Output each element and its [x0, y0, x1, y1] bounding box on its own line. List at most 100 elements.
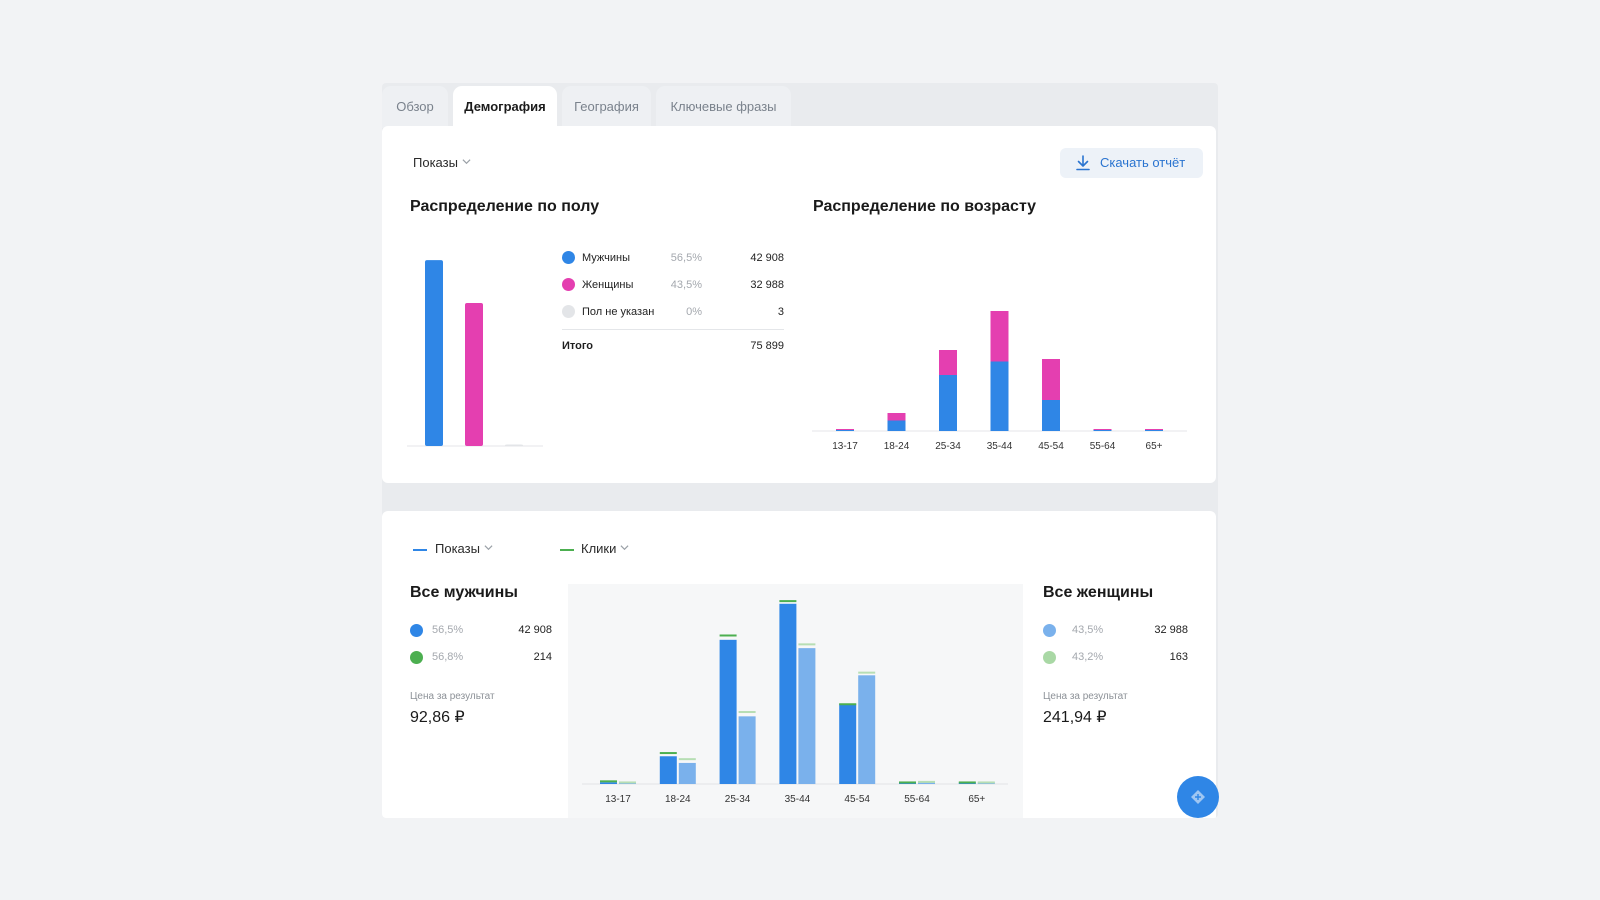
women-price: 241,94 ₽ [1043, 709, 1107, 726]
metric-select-label: Показы [413, 155, 458, 170]
clicks-select-label: Клики [581, 541, 617, 556]
chat-icon [1191, 790, 1205, 804]
legend-men-value: 42 908 [750, 252, 784, 264]
men-price: 92,86 ₽ [410, 709, 465, 726]
legend-unknown: Пол не указан 0% 3 [562, 304, 792, 320]
chevron-down-icon [620, 543, 629, 552]
age-tick-label: 55-64 [1090, 441, 1116, 452]
legend-men-label: Мужчины [582, 252, 631, 264]
gender-bar [505, 444, 523, 446]
compare-click-marker [779, 600, 797, 603]
tab-demography[interactable]: Демография [453, 86, 557, 128]
age-bar-segment [939, 375, 957, 431]
compare-tick-label: 65+ [968, 794, 985, 805]
women-color-dot [562, 278, 575, 291]
men-impressions-value: 42 908 [518, 624, 552, 636]
men-clicks-dot [410, 651, 423, 664]
women-impressions-dot [1043, 624, 1056, 637]
age-tick-label: 65+ [1146, 441, 1163, 452]
compare-tick-label: 18-24 [665, 794, 691, 805]
legend-total: Итого 75 899 [562, 338, 792, 354]
compare-click-marker [958, 781, 976, 784]
demography-card: Показы Скачать отчёт Распределение по по… [382, 126, 1216, 483]
legend-men-percent: 56,5% [670, 252, 702, 264]
compare-bar [600, 782, 617, 784]
legend-total-label: Итого [562, 340, 594, 352]
age-bar-segment [836, 430, 854, 431]
compare-click-marker [839, 703, 857, 706]
age-bar-segment [1093, 429, 1112, 430]
gender-bar [425, 260, 443, 446]
tab-overview[interactable]: Обзор [382, 86, 448, 128]
compare-click-marker [659, 752, 677, 755]
compare-click-marker [719, 634, 737, 637]
age-bar-segment [1145, 430, 1163, 431]
compare-bar [678, 762, 696, 784]
women-impressions-percent: 43,5% [1072, 624, 1104, 636]
impressions-line-icon [413, 549, 427, 551]
men-impressions-percent: 56,5% [432, 624, 464, 636]
download-icon [1076, 155, 1090, 171]
legend-women-percent: 43,5% [670, 279, 702, 291]
gender-compare-card: Показы Клики Все мужчины 56,5% 42 908 56… [382, 511, 1216, 818]
compare-click-marker [977, 781, 995, 784]
age-bar-segment [990, 361, 1009, 431]
compare-click-marker [619, 781, 636, 784]
clicks-line-icon [560, 549, 574, 551]
gender-bar [465, 303, 483, 446]
women-clicks-dot [1043, 651, 1056, 664]
tab-key-phrases[interactable]: Ключевые фразы [656, 86, 791, 128]
age-bar-segment [990, 311, 1009, 362]
compare-tick-label: 35-44 [785, 794, 811, 805]
compare-click-marker [899, 781, 916, 784]
compare-bar [738, 716, 756, 784]
age-bar-segment [836, 429, 854, 430]
metric-select[interactable]: Показы [413, 155, 471, 170]
stats-panel: Обзор Демография География Ключевые фраз… [382, 83, 1218, 818]
men-color-dot [562, 251, 575, 264]
compare-tick-label: 13-17 [605, 794, 631, 805]
legend-men: Мужчины 56,5% 42 908 [562, 250, 792, 266]
compare-tick-label: 55-64 [904, 794, 930, 805]
compare-bar [719, 639, 737, 784]
clicks-select[interactable]: Клики [560, 541, 629, 556]
legend-unknown-percent: 0% [686, 306, 702, 318]
compare-tick-label: 25-34 [725, 794, 751, 805]
age-title: Распределение по возрасту [813, 198, 1037, 215]
men-title: Все мужчины [410, 584, 518, 601]
age-tick-label: 45-54 [1038, 441, 1064, 452]
age-bar-segment [1042, 400, 1060, 431]
chevron-down-icon [462, 157, 471, 166]
age-bar-segment [1042, 359, 1060, 400]
age-chart: 13-17 18-24 25-34 35-44 45-54 55-64 65+ [812, 311, 1187, 452]
women-impressions-value: 32 988 [1154, 624, 1188, 636]
men-price-label: Цена за результат [410, 691, 495, 702]
impressions-select-label: Показы [435, 541, 480, 556]
impressions-select[interactable]: Показы [413, 541, 493, 556]
compare-bar [858, 675, 876, 784]
compare-click-marker [738, 711, 756, 714]
women-price-label: Цена за результат [1043, 691, 1128, 702]
men-clicks-percent: 56,8% [432, 651, 464, 663]
tab-geography[interactable]: География [562, 86, 651, 128]
legend-women-label: Женщины [582, 279, 634, 291]
age-tick-label: 35-44 [987, 441, 1013, 452]
chat-button[interactable] [1177, 776, 1219, 818]
compare-chart: 13-17 18-24 25-34 35-44 45-54 55-64 65+ [582, 600, 1008, 805]
chevron-down-icon [484, 543, 493, 552]
age-bar-segment [887, 413, 906, 421]
unknown-color-dot [562, 305, 575, 318]
age-tick-label: 18-24 [884, 441, 910, 452]
compare-bar [798, 648, 816, 784]
women-clicks-percent: 43,2% [1072, 651, 1104, 663]
women-clicks-value: 163 [1169, 651, 1188, 663]
download-report-button[interactable]: Скачать отчёт [1060, 148, 1203, 178]
gender-chart [407, 260, 543, 447]
compare-click-marker [600, 780, 617, 783]
compare-bar [779, 603, 797, 784]
age-bar-segment [1093, 430, 1112, 431]
age-bar-segment [887, 420, 906, 431]
legend-women: Женщины 43,5% 32 988 [562, 277, 792, 293]
legend-unknown-label: Пол не указан [582, 306, 655, 318]
compare-bar [659, 756, 677, 784]
